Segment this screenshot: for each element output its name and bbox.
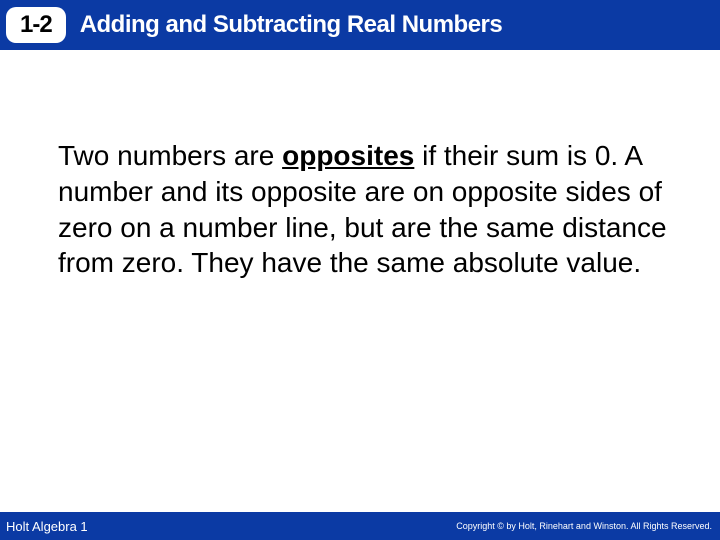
section-number-badge: 1-2: [6, 7, 66, 43]
body-text: Two numbers are opposites if their sum i…: [58, 138, 682, 281]
header-title: Adding and Subtracting Real Numbers: [80, 11, 503, 39]
header-bar: 1-2 Adding and Subtracting Real Numbers: [0, 0, 720, 50]
body-text-before: Two numbers are: [58, 140, 282, 171]
footer-copyright: Copyright © by Holt, Rinehart and Winsto…: [456, 521, 712, 531]
footer-bar: Holt Algebra 1 Copyright © by Holt, Rine…: [0, 512, 720, 540]
emphasized-term: opposites: [282, 140, 414, 171]
footer-book-title: Holt Algebra 1: [6, 519, 88, 534]
